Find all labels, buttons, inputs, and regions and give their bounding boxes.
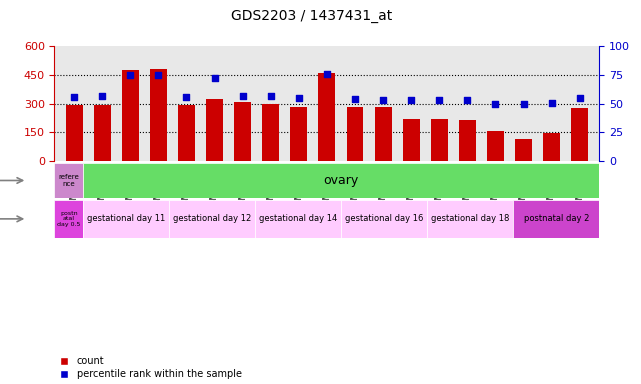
Point — [406, 97, 416, 103]
Point — [210, 75, 220, 81]
Bar — [262, 104, 279, 161]
Bar — [487, 131, 504, 161]
Bar — [319, 73, 335, 161]
Text: gestational day 16: gestational day 16 — [345, 214, 424, 223]
Text: gestational day 11: gestational day 11 — [87, 214, 165, 223]
Text: gestational day 18: gestational day 18 — [431, 214, 510, 223]
Point — [294, 95, 304, 101]
Point — [69, 94, 79, 100]
Point — [153, 72, 163, 78]
Text: gestational day 14: gestational day 14 — [259, 214, 337, 223]
Point — [125, 72, 135, 78]
Point — [462, 97, 472, 103]
Point — [322, 71, 332, 77]
Bar — [459, 120, 476, 161]
Bar — [374, 107, 392, 161]
Text: GDS2203 / 1437431_at: GDS2203 / 1437431_at — [231, 9, 392, 23]
Point — [265, 93, 276, 99]
Bar — [431, 119, 447, 161]
Text: ovary: ovary — [324, 174, 359, 187]
Text: gestational day 12: gestational day 12 — [173, 214, 251, 223]
Point — [574, 95, 585, 101]
Bar — [206, 99, 223, 161]
Text: postnatal day 2: postnatal day 2 — [524, 214, 589, 223]
Bar — [571, 109, 588, 161]
Point — [490, 101, 501, 107]
Text: refere
nce: refere nce — [58, 174, 79, 187]
Point — [547, 99, 557, 106]
Point — [350, 96, 360, 102]
Bar — [515, 139, 532, 161]
Bar — [347, 107, 363, 161]
Bar — [169, 200, 255, 238]
Bar — [341, 200, 428, 238]
Bar — [290, 107, 307, 161]
Bar — [234, 102, 251, 161]
Bar — [150, 69, 167, 161]
Bar — [513, 200, 599, 238]
Point — [378, 97, 388, 103]
Bar — [122, 70, 138, 161]
Point — [181, 94, 192, 100]
Bar — [94, 105, 111, 161]
Bar — [543, 134, 560, 161]
Bar — [428, 200, 513, 238]
Bar — [54, 200, 83, 238]
Bar — [66, 105, 83, 161]
Text: postn
atal
day 0.5: postn atal day 0.5 — [57, 210, 81, 227]
Point — [519, 101, 529, 107]
Point — [238, 93, 248, 99]
Bar — [255, 200, 341, 238]
Point — [97, 93, 107, 99]
Point — [434, 97, 444, 103]
Bar — [178, 105, 195, 161]
Bar — [83, 200, 169, 238]
Bar — [54, 163, 83, 198]
Legend: count, percentile rank within the sample: count, percentile rank within the sample — [60, 356, 242, 379]
Bar — [403, 119, 420, 161]
